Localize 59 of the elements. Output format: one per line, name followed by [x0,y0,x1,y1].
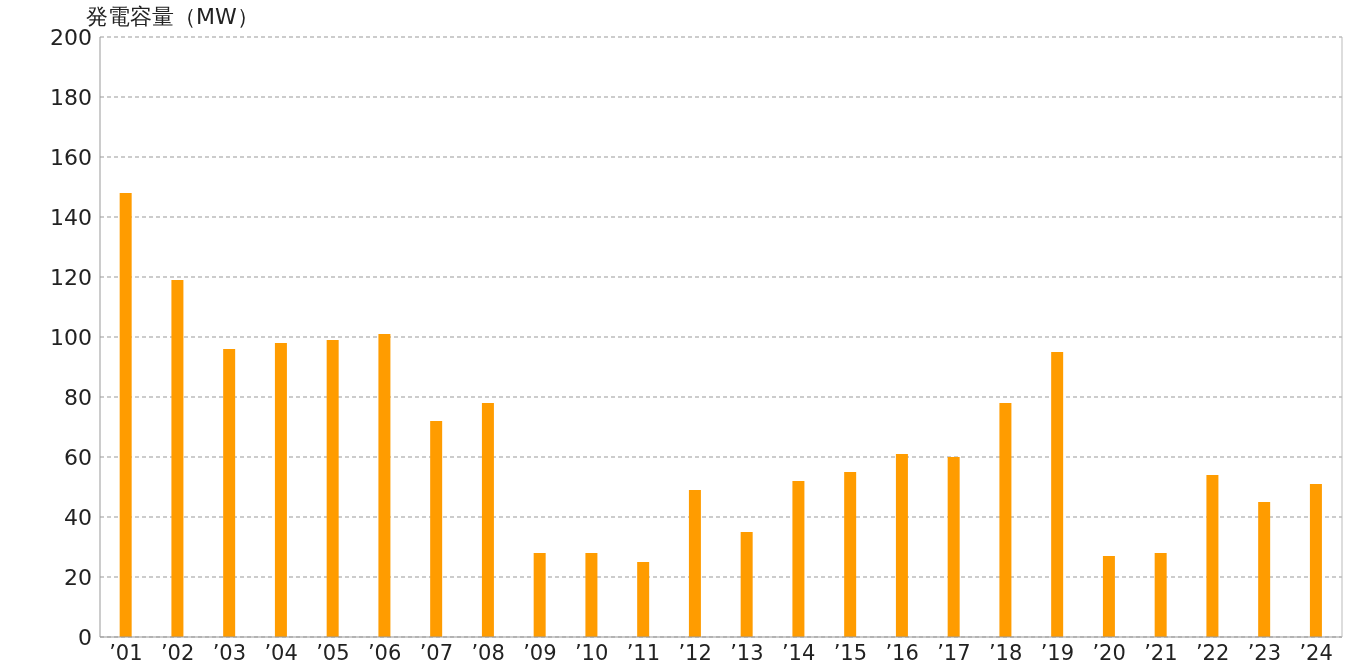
x-tick-label: ’09 [523,640,557,665]
y-tick-label: 0 [78,624,92,650]
bar [119,193,132,637]
x-tick-label: ’10 [574,640,609,665]
x-tick-label: ’20 [1092,640,1126,665]
bar [585,553,598,637]
bar [792,481,805,637]
x-tick-label: ’07 [419,640,454,665]
bar [895,454,908,637]
x-tick-label: ’06 [367,640,402,665]
bar [844,472,857,637]
bar [688,490,701,637]
bar [740,532,753,637]
y-tick-label: 40 [64,504,92,530]
bar [1051,352,1064,637]
x-tick-label: ’01 [109,640,143,665]
x-tick-label: ’19 [1040,640,1075,665]
bar [326,340,339,637]
bar [1258,502,1271,637]
x-tick-label: ’12 [678,640,712,665]
x-tick-label: ’13 [730,640,764,665]
bar [533,553,546,637]
bar [481,403,494,637]
x-tick-label: ’14 [781,640,816,665]
x-tick-label: ’17 [937,640,971,665]
bar [171,280,184,637]
x-tick-label: ’23 [1247,640,1282,665]
bar [1206,475,1219,637]
y-tick-label: 140 [50,204,92,230]
x-tick-label: ’21 [1144,640,1178,665]
bar [1154,553,1167,637]
x-tick-label: ’04 [264,640,298,665]
x-tick-label: ’08 [471,640,505,665]
y-tick-label: 180 [50,84,92,110]
x-tick-label: ’02 [160,640,195,665]
x-tick-label: ’05 [316,640,350,665]
y-tick-label: 20 [64,564,92,590]
y-tick-label: 120 [50,264,92,290]
bar [999,403,1012,637]
x-tick-label: ’11 [626,640,661,665]
y-axis-title: 発電容量（MW） [86,3,259,29]
x-tick-label: ’16 [885,640,919,665]
x-tick-label: ’15 [833,640,868,665]
bar [274,343,287,637]
x-tick-label: ’22 [1195,640,1230,665]
x-tick-label: ’18 [988,640,1023,665]
bar [1309,484,1322,637]
bar [637,562,650,637]
x-tick-label: ’03 [212,640,247,665]
bar [1102,556,1115,637]
bar [430,421,443,637]
x-tick-label: ’24 [1299,640,1333,665]
y-tick-label: 160 [50,144,92,170]
bar [947,457,960,637]
y-tick-label: 80 [64,384,92,410]
y-tick-label: 60 [64,444,92,470]
bar [378,334,391,637]
y-tick-label: 100 [50,324,92,350]
bar [223,349,236,637]
